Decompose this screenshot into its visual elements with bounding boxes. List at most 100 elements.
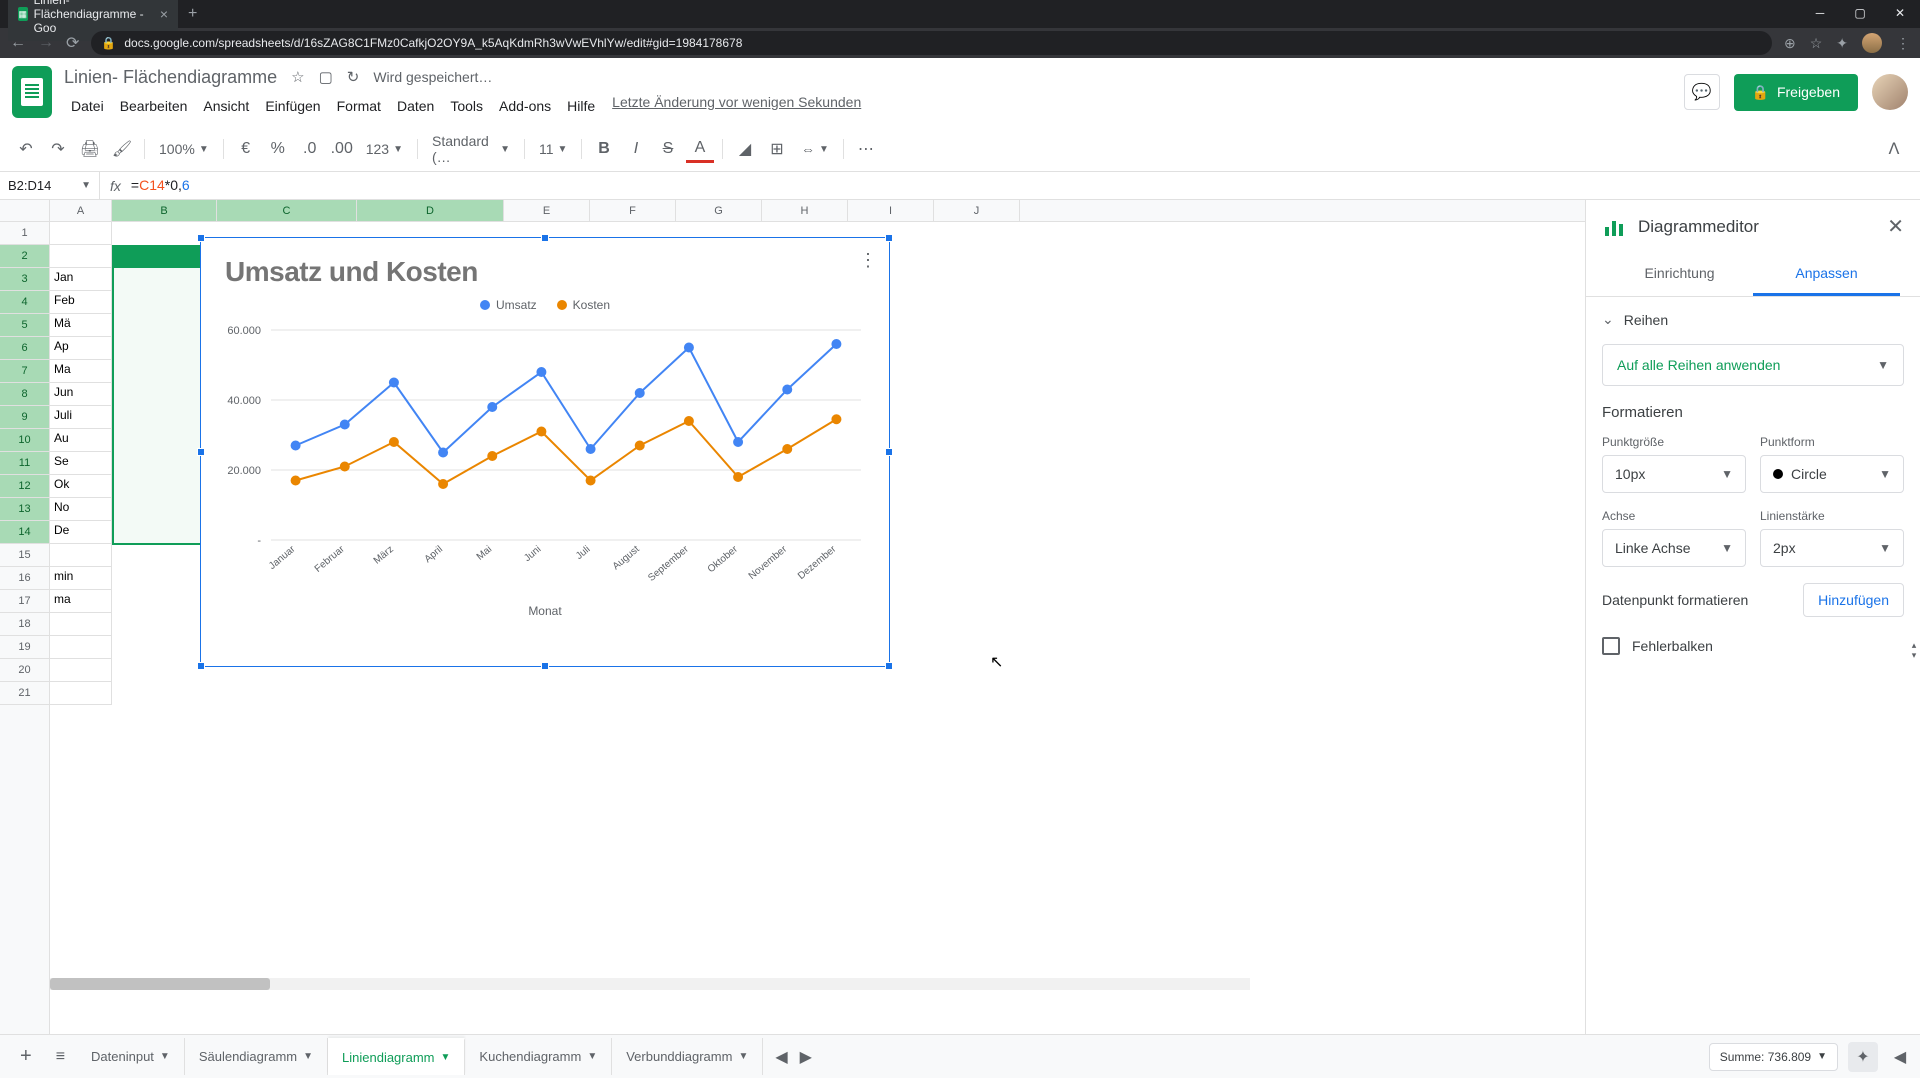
borders-button[interactable]: ⊞ bbox=[763, 135, 791, 163]
row-header[interactable]: 1 bbox=[0, 222, 49, 245]
resize-handle[interactable] bbox=[197, 662, 205, 670]
row-header[interactable]: 9 bbox=[0, 406, 49, 429]
point-size-select[interactable]: 10px▼ bbox=[1602, 455, 1746, 493]
cell[interactable]: De bbox=[50, 521, 112, 544]
sheet-tab[interactable]: Verbunddiagramm▼ bbox=[612, 1038, 763, 1075]
tab-setup[interactable]: Einrichtung bbox=[1606, 253, 1753, 296]
new-tab-button[interactable]: + bbox=[188, 5, 197, 23]
row-header[interactable]: 17 bbox=[0, 590, 49, 613]
name-box[interactable]: B2:D14▼ bbox=[0, 172, 100, 199]
cell[interactable] bbox=[50, 682, 112, 705]
sidebar-scrollbar[interactable]: ▴▾ bbox=[1908, 640, 1920, 660]
side-panel-toggle[interactable]: ◀ bbox=[1888, 1047, 1912, 1067]
row-header[interactable]: 6 bbox=[0, 337, 49, 360]
maximize-button[interactable]: ▢ bbox=[1840, 0, 1880, 26]
col-header[interactable]: B bbox=[112, 200, 217, 221]
axis-select[interactable]: Linke Achse▼ bbox=[1602, 529, 1746, 567]
chart[interactable]: ⋮ Umsatz und Kosten UmsatzKosten -20.000… bbox=[200, 237, 890, 667]
horizontal-scrollbar[interactable] bbox=[50, 978, 1250, 990]
cell[interactable] bbox=[50, 245, 112, 268]
row-header[interactable]: 8 bbox=[0, 383, 49, 406]
minimize-button[interactable]: ─ bbox=[1800, 0, 1840, 26]
cell[interactable]: Ap bbox=[50, 337, 112, 360]
cell[interactable]: Mä bbox=[50, 314, 112, 337]
italic-button[interactable]: I bbox=[622, 135, 650, 163]
resize-handle[interactable] bbox=[541, 662, 549, 670]
cell[interactable]: Se bbox=[50, 452, 112, 475]
row-header[interactable]: 10 bbox=[0, 429, 49, 452]
select-all-corner[interactable] bbox=[0, 200, 50, 221]
more-button[interactable]: ⋯ bbox=[852, 135, 880, 163]
zoom-icon[interactable]: ⊕ bbox=[1784, 35, 1796, 52]
col-header[interactable]: H bbox=[762, 200, 848, 221]
chart-menu-icon[interactable]: ⋮ bbox=[859, 250, 877, 271]
menu-ansicht[interactable]: Ansicht bbox=[196, 94, 256, 118]
checkbox[interactable] bbox=[1602, 637, 1620, 655]
cell[interactable]: No bbox=[50, 498, 112, 521]
resize-handle[interactable] bbox=[885, 662, 893, 670]
cell[interactable]: Juli bbox=[50, 406, 112, 429]
cell[interactable] bbox=[50, 636, 112, 659]
comments-button[interactable]: 💬 bbox=[1684, 74, 1720, 110]
row-header[interactable]: 19 bbox=[0, 636, 49, 659]
all-sheets-button[interactable]: ≡ bbox=[44, 1048, 77, 1066]
row-header[interactable]: 7 bbox=[0, 360, 49, 383]
add-button[interactable]: Hinzufügen bbox=[1803, 583, 1904, 617]
percent-button[interactable]: % bbox=[264, 135, 292, 163]
forward-button[interactable]: → bbox=[38, 34, 54, 52]
errorbars-checkbox-row[interactable]: Fehlerbalken bbox=[1602, 637, 1904, 655]
tab-close-icon[interactable]: × bbox=[160, 6, 168, 22]
menu-add-ons[interactable]: Add-ons bbox=[492, 94, 558, 118]
text-color-button[interactable]: A bbox=[686, 135, 714, 163]
row-header[interactable]: 5 bbox=[0, 314, 49, 337]
cell[interactable]: Ma bbox=[50, 360, 112, 383]
row-header[interactable]: 20 bbox=[0, 659, 49, 682]
close-button[interactable]: ✕ bbox=[1880, 0, 1920, 26]
point-shape-select[interactable]: Circle▼ bbox=[1760, 455, 1904, 493]
strikethrough-button[interactable]: S bbox=[654, 135, 682, 163]
resize-handle[interactable] bbox=[885, 234, 893, 242]
sheet-tab[interactable]: Säulendiagramm▼ bbox=[185, 1038, 328, 1075]
doc-title[interactable]: Linien- Flächendiagramme bbox=[64, 67, 277, 88]
cell[interactable] bbox=[50, 659, 112, 682]
star-icon[interactable]: ☆ bbox=[291, 68, 304, 86]
col-header[interactable]: F bbox=[590, 200, 676, 221]
back-button[interactable]: ← bbox=[10, 34, 26, 52]
menu-icon[interactable]: ⋮ bbox=[1896, 35, 1910, 52]
row-header[interactable]: 14 bbox=[0, 521, 49, 544]
collapse-toolbar-button[interactable]: ᐱ bbox=[1880, 135, 1908, 163]
row-header[interactable]: 13 bbox=[0, 498, 49, 521]
row-header[interactable]: 15 bbox=[0, 544, 49, 567]
col-header[interactable]: J bbox=[934, 200, 1020, 221]
add-sheet-button[interactable]: + bbox=[8, 1045, 44, 1068]
menu-format[interactable]: Format bbox=[330, 94, 388, 118]
row-header[interactable]: 11 bbox=[0, 452, 49, 475]
sheet-tab[interactable]: Kuchendiagramm▼ bbox=[465, 1038, 612, 1075]
col-header[interactable]: G bbox=[676, 200, 762, 221]
resize-handle[interactable] bbox=[885, 448, 893, 456]
redo-button[interactable]: ↷ bbox=[44, 135, 72, 163]
menu-tools[interactable]: Tools bbox=[443, 94, 490, 118]
decrease-decimal-button[interactable]: .0 bbox=[296, 135, 324, 163]
tabs-prev-button[interactable]: ◀ bbox=[771, 1043, 791, 1071]
row-header[interactable]: 16 bbox=[0, 567, 49, 590]
close-icon[interactable]: ✕ bbox=[1887, 214, 1904, 239]
line-width-select[interactable]: 2px▼ bbox=[1760, 529, 1904, 567]
bold-button[interactable]: B bbox=[590, 135, 618, 163]
sum-display[interactable]: Summe: 736.809▼ bbox=[1709, 1043, 1838, 1071]
cell[interactable]: Jun bbox=[50, 383, 112, 406]
formula-input[interactable]: =C14*0,6 bbox=[131, 177, 190, 194]
cell[interactable]: Jan bbox=[50, 268, 112, 291]
tab-customize[interactable]: Anpassen bbox=[1753, 253, 1900, 296]
resize-handle[interactable] bbox=[197, 234, 205, 242]
row-header[interactable]: 4 bbox=[0, 291, 49, 314]
undo-button[interactable]: ↶ bbox=[12, 135, 40, 163]
menu-einfügen[interactable]: Einfügen bbox=[258, 94, 327, 118]
zoom-select[interactable]: 100%▼ bbox=[153, 141, 215, 157]
last-edit-link[interactable]: Letzte Änderung vor wenigen Sekunden bbox=[612, 94, 861, 118]
sheet-tab[interactable]: Dateninput▼ bbox=[77, 1038, 185, 1075]
apply-all-select[interactable]: Auf alle Reihen anwenden▼ bbox=[1602, 344, 1904, 386]
font-size-select[interactable]: 11▼ bbox=[533, 141, 573, 157]
merge-button[interactable]: ⇔▼ bbox=[795, 141, 835, 157]
menu-hilfe[interactable]: Hilfe bbox=[560, 94, 602, 118]
